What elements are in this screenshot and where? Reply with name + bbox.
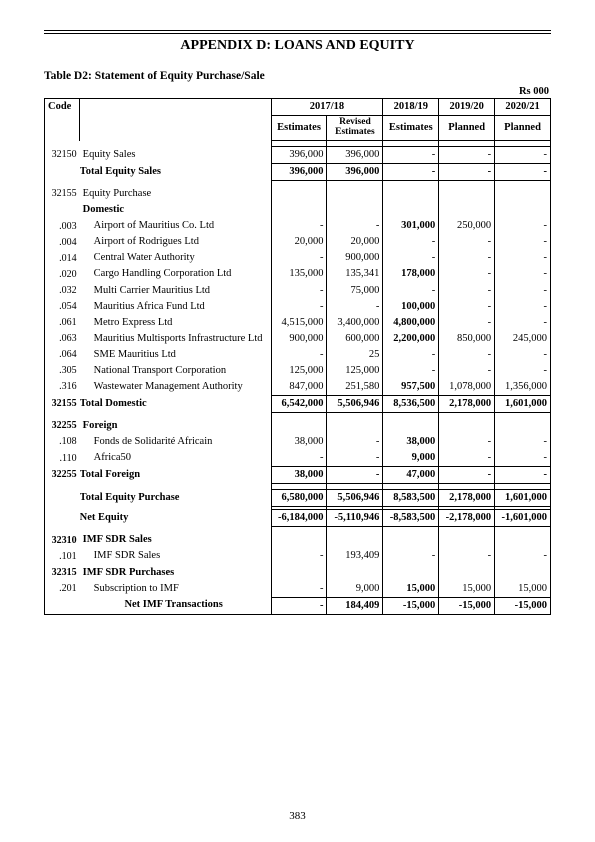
table-row: .020Cargo Handling Corporation Ltd135,00… xyxy=(45,266,551,282)
table-row: .316Wastewater Management Authority847,0… xyxy=(45,379,551,396)
table-row: Domestic xyxy=(45,202,551,218)
table-row: .101IMF SDR Sales-193,409--- xyxy=(45,548,551,564)
table-row: Total Equity Purchase6,580,0005,506,9468… xyxy=(45,490,551,507)
table-row: .004Airport of Rodrigues Ltd20,00020,000… xyxy=(45,234,551,250)
table-row: 32310IMF SDR Sales xyxy=(45,532,551,548)
col-estimates-2: Estimates xyxy=(383,116,439,141)
table-row: Net IMF Transactions-184,409-15,000-15,0… xyxy=(45,597,551,614)
table-row: .110Africa50--9,000-- xyxy=(45,450,551,467)
unit-label: Rs 000 xyxy=(44,86,551,97)
col-desc xyxy=(80,99,271,141)
col-revised: Revised Estimates xyxy=(327,116,383,141)
equity-table: Code 2017/18 2018/19 2019/20 2020/21 Est… xyxy=(44,98,551,615)
col-planned-2: Planned xyxy=(495,116,551,141)
table-row: .061Metro Express Ltd4,515,0003,400,0004… xyxy=(45,315,551,331)
table-row: .014Central Water Authority-900,000--- xyxy=(45,250,551,266)
table-row: 32315IMF SDR Purchases xyxy=(45,565,551,581)
table-title: Table D2: Statement of Equity Purchase/S… xyxy=(44,70,551,82)
table-row: .003Airport of Mauritius Co. Ltd--301,00… xyxy=(45,218,551,234)
table-row: 32150Equity Sales396,000396,000--- xyxy=(45,147,551,164)
table-row: 32255Foreign xyxy=(45,418,551,434)
col-estimates: Estimates xyxy=(271,116,327,141)
table-row: Net Equity-6,184,000-5,110,946-8,583,500… xyxy=(45,510,551,527)
table-row: .305National Transport Corporation125,00… xyxy=(45,363,551,379)
col-1819: 2018/19 xyxy=(383,99,439,116)
table-row: .032Multi Carrier Mauritius Ltd-75,000--… xyxy=(45,283,551,299)
appendix-title: APPENDIX D: LOANS AND EQUITY xyxy=(44,33,551,64)
table-row: .108Fonds de Solidarité Africain38,000-3… xyxy=(45,434,551,450)
col-1718: 2017/18 xyxy=(271,99,383,116)
table-row: .063Mauritius Multisports Infrastructure… xyxy=(45,331,551,347)
col-planned-1: Planned xyxy=(439,116,495,141)
table-row: .054Mauritius Africa Fund Ltd--100,000-- xyxy=(45,299,551,315)
col-2021: 2020/21 xyxy=(495,99,551,116)
table-row: Total Equity Sales396,000396,000--- xyxy=(45,164,551,181)
table-row: .064SME Mauritius Ltd-25--- xyxy=(45,347,551,363)
table-row: 32155Equity Purchase xyxy=(45,186,551,202)
table-row: 32255Total Foreign38,000-47,000-- xyxy=(45,467,551,484)
col-1920: 2019/20 xyxy=(439,99,495,116)
col-code: Code xyxy=(45,99,80,141)
table-row: .201Subscription to IMF-9,00015,00015,00… xyxy=(45,581,551,598)
table-row: 32155Total Domestic6,542,0005,506,9468,5… xyxy=(45,395,551,412)
page-number: 383 xyxy=(0,810,595,822)
